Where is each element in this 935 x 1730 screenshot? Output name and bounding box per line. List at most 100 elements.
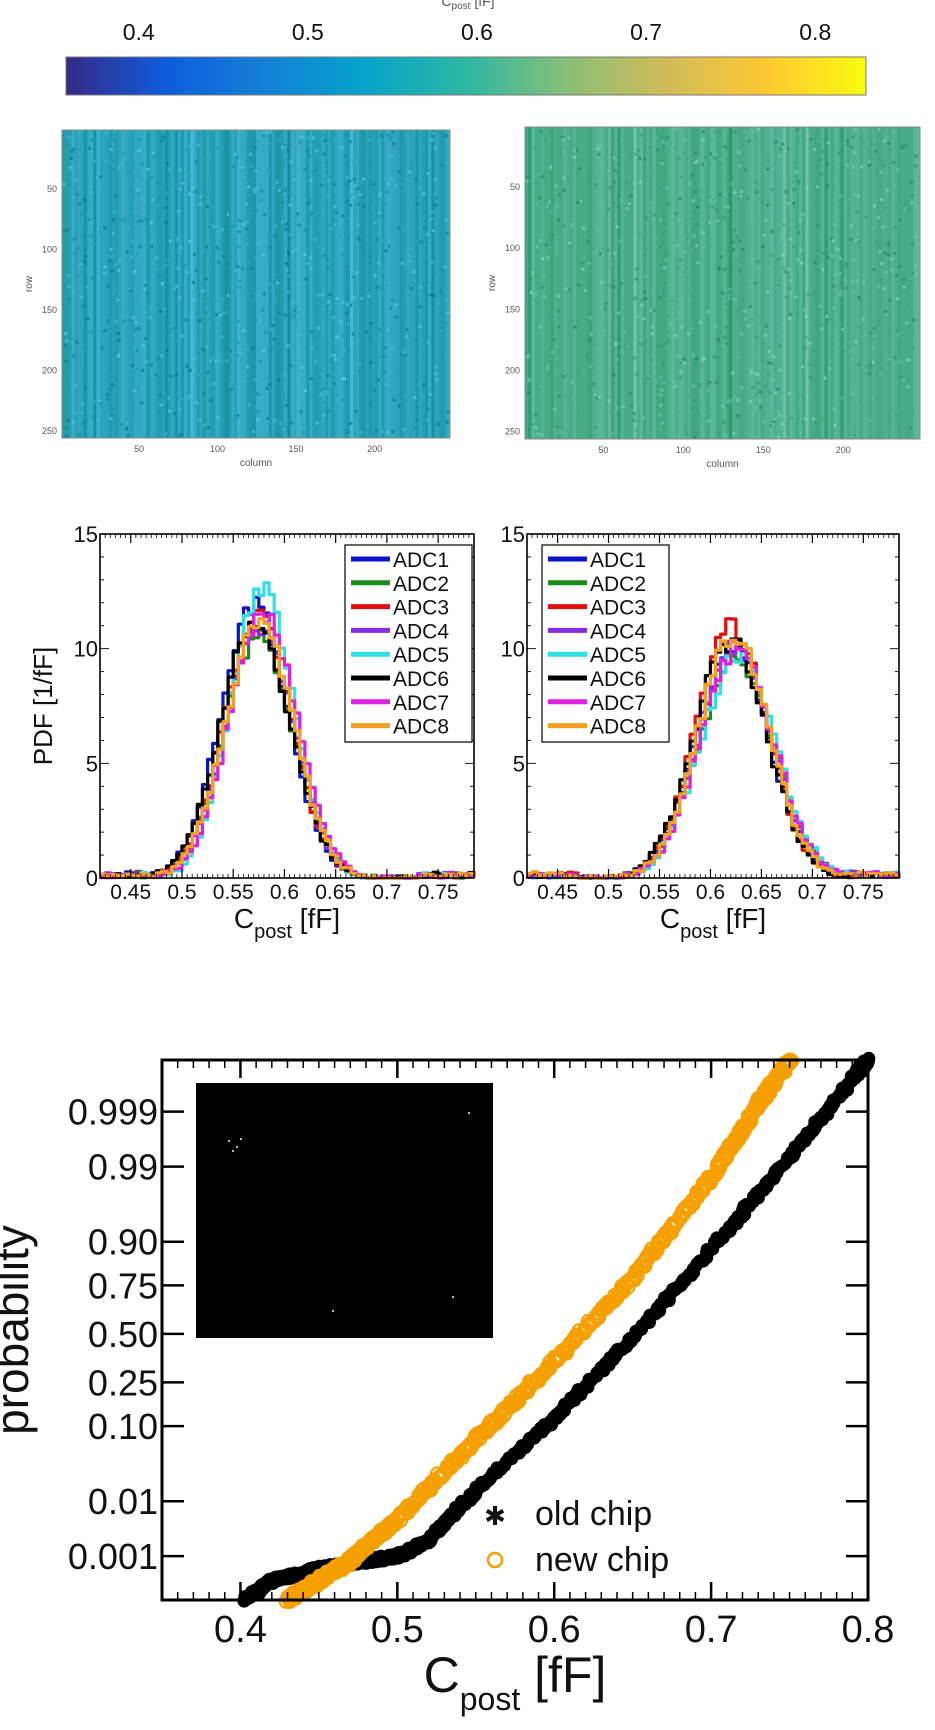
heatmap-pixel xyxy=(140,375,144,379)
heatmap-column xyxy=(722,127,726,439)
heatmap-pixel xyxy=(433,146,437,150)
heatmap-pixel xyxy=(422,242,426,246)
heatmap-column xyxy=(735,127,739,439)
heatmap-pixel xyxy=(753,281,757,285)
heatmap-pixel xyxy=(612,156,616,160)
x-tick-label: 0.55 xyxy=(213,881,254,904)
heatmap-pixel xyxy=(708,220,712,224)
heatmap-pixel xyxy=(830,380,834,384)
heatmap-pixel xyxy=(94,198,98,202)
heatmap-pixel xyxy=(233,226,237,230)
heatmap-pixel xyxy=(431,132,435,136)
heatmap-pixel xyxy=(887,141,891,145)
heatmap-pixel xyxy=(805,133,809,137)
heatmap-pixel xyxy=(721,291,725,295)
heatmap-pixel xyxy=(321,300,325,304)
heatmap-pixel xyxy=(916,242,920,246)
heatmap-pixel xyxy=(796,257,800,261)
heatmap-pixel xyxy=(898,204,902,208)
heatmap-pixel xyxy=(280,220,284,224)
heatmap-pixel xyxy=(136,219,140,223)
heatmap-pixel xyxy=(360,430,364,434)
heatmap-pixel xyxy=(713,270,717,274)
heatmap-column xyxy=(684,127,688,439)
heatmap-pixel xyxy=(296,311,300,315)
legend-label-adc5: ADC5 xyxy=(590,644,646,667)
heatmap-pixel xyxy=(341,377,345,381)
heatmap-pixel xyxy=(662,381,666,385)
heatmap-pixel xyxy=(234,224,238,228)
heatmap-pixel xyxy=(845,265,849,269)
heatmap-pixel xyxy=(225,359,229,363)
heatmap-pixel xyxy=(686,275,690,279)
heatmap-column xyxy=(90,130,94,438)
heatmap-pixel xyxy=(387,134,391,138)
heatmap-pixel xyxy=(275,281,279,285)
heatmap-pixel xyxy=(555,425,559,429)
heatmap-pixel xyxy=(111,217,115,221)
heatmap-pixel xyxy=(270,232,274,236)
y-tick-label: 0.25 xyxy=(88,1362,158,1403)
heatmap-pixel xyxy=(277,377,281,381)
heatmap-pixel xyxy=(888,301,892,305)
heatmap-pixel xyxy=(750,371,754,375)
heatmap-pixel xyxy=(109,255,113,259)
heatmap-pixel xyxy=(615,404,619,408)
heatmap-column xyxy=(353,130,357,438)
heatmap-pixel xyxy=(606,315,610,319)
heatmap-pixel xyxy=(556,219,560,223)
heatmap-pixel xyxy=(65,426,69,430)
colorbar-tick-label: 0.6 xyxy=(461,19,493,45)
heatmap-pixel xyxy=(287,277,291,281)
heatmap-pixel xyxy=(562,176,566,180)
heatmap-pixel xyxy=(293,214,297,218)
heatmap-pixel xyxy=(377,429,381,433)
heatmap-pixel xyxy=(620,295,624,299)
heatmap-pixel xyxy=(102,271,106,275)
heatmap-pixel xyxy=(909,426,913,430)
heatmap-pixel xyxy=(606,248,610,252)
heatmap-pixel xyxy=(218,314,222,318)
heatmap-pixel xyxy=(801,365,805,369)
heatmap-pixel xyxy=(779,147,783,151)
heatmap-pixel xyxy=(687,332,691,336)
heatmap-column xyxy=(528,127,532,439)
heatmap-pixel xyxy=(897,282,901,286)
heatmap-column xyxy=(575,127,580,439)
heatmap-pixel xyxy=(153,200,157,204)
heatmap-pixel xyxy=(762,420,766,424)
heatmap-pixel xyxy=(897,301,901,305)
heatmap-pixel xyxy=(759,399,763,403)
heatmap-pixel xyxy=(237,244,241,248)
heatmap-pixel xyxy=(219,359,223,363)
heatmap-pixel xyxy=(79,262,83,266)
heatmap-pixel xyxy=(322,413,326,417)
heatmap-pixel xyxy=(708,380,712,384)
heatmap-pixel xyxy=(240,161,244,165)
heatmap-pixel xyxy=(912,188,916,192)
heatmap-pixel xyxy=(183,279,187,283)
heatmap-pixel xyxy=(237,230,241,234)
legend-marker-new-chip-icon xyxy=(486,1551,504,1569)
heatmap-pixel xyxy=(531,271,535,275)
heatmap-pixel xyxy=(604,161,608,165)
heatmap-pixel xyxy=(899,290,903,294)
heatmap-pixel xyxy=(742,129,746,133)
heatmap-column xyxy=(677,127,682,439)
heatmap-column xyxy=(446,130,451,438)
heatmap-pixel xyxy=(573,155,577,159)
heatmap-pixel xyxy=(821,251,825,255)
heatmap-column xyxy=(881,127,886,439)
heatmap-pixel xyxy=(106,281,110,285)
heatmap-pixel xyxy=(839,194,843,198)
heatmap-x-tick-label: 50 xyxy=(134,444,144,454)
heatmap-pixel xyxy=(883,294,887,298)
legend-box xyxy=(541,544,670,743)
heatmap-pixel xyxy=(392,141,396,145)
heatmap-pixel xyxy=(394,315,398,319)
heatmap-pixel xyxy=(555,245,559,249)
heatmap-pixel xyxy=(245,227,249,231)
heatmap-pixel xyxy=(433,192,437,196)
heatmap-pixel xyxy=(832,284,836,288)
heatmap-pixel xyxy=(797,180,801,184)
